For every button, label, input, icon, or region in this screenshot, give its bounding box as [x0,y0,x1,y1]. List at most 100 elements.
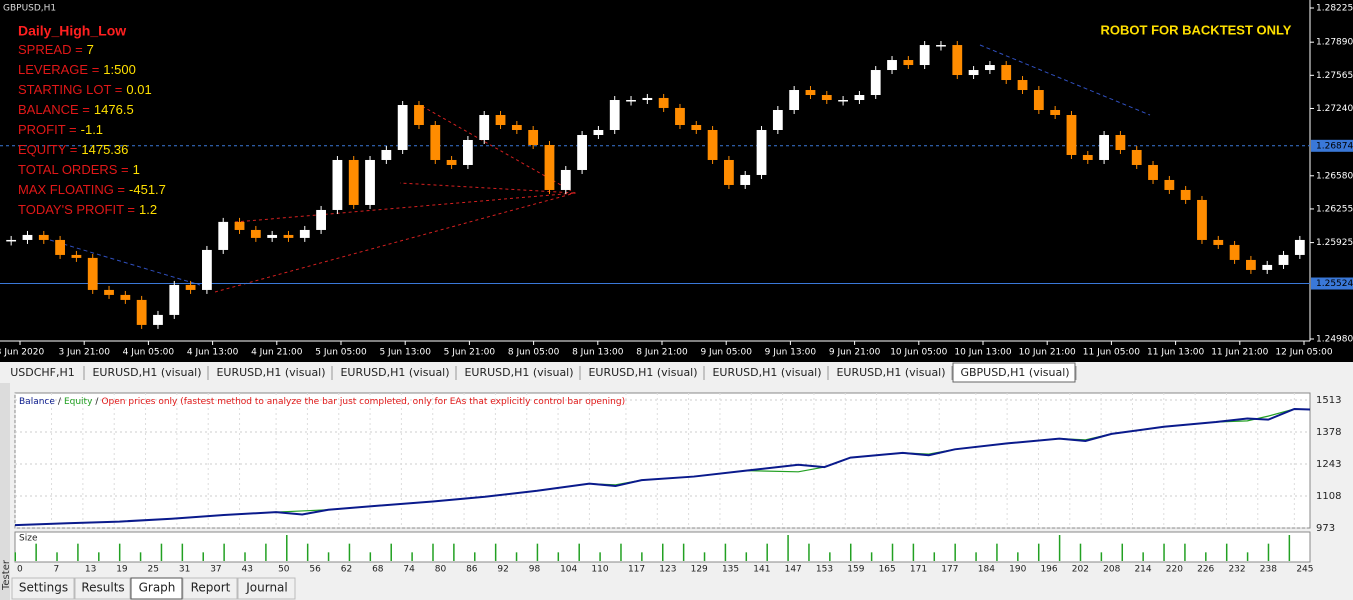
chart-tab-label[interactable]: GBPUSD,H1 (visual) [960,366,1069,379]
candle [267,234,278,238]
x-tick-label: 13 [85,565,96,575]
size-label: Size [19,534,38,544]
overlay-row: EQUITY = 1475.36 [18,142,128,157]
candle [348,159,359,205]
candle [104,289,114,295]
legend-separator: / [58,397,62,407]
chart-tab-label[interactable]: EURUSD,H1 (visual) [464,366,573,379]
candle [120,294,131,300]
candle [234,221,245,230]
chart-tab[interactable] [209,365,331,381]
size-bar [515,552,518,561]
tester-tab-label[interactable]: Settings [19,581,68,595]
chart-tab-label[interactable]: EURUSD,H1 (visual) [712,366,821,379]
size-bar [202,552,204,561]
candle [446,159,457,165]
size-bar [870,552,873,561]
chart-tab-label[interactable]: USDCHF,H1 [10,366,75,379]
chart-tab-label[interactable]: EURUSD,H1 (visual) [340,366,449,379]
size-bar [787,535,789,561]
x-tick-label: 171 [910,565,927,575]
chart-tab[interactable] [0,365,83,381]
price-tick-label: 1.24980 [1316,335,1353,345]
tester-tab[interactable] [74,577,131,600]
size-bar [390,543,392,561]
chart-tab-label[interactable]: EURUSD,H1 (visual) [836,366,945,379]
overlay-value: 0.01 [126,82,151,97]
candle [985,65,995,71]
candle [1180,189,1191,200]
symbol-label: GBPUSD,H1 [3,4,56,14]
candle [1050,110,1061,116]
x-tick-label: 238 [1260,565,1277,575]
size-bar [849,543,852,561]
overlay-value: -1.1 [81,122,103,137]
size-bar [1037,543,1040,561]
overlay-value: 1 [133,162,140,177]
x-tick-label: 184 [978,565,995,575]
chart-tab[interactable] [829,365,951,381]
size-bar [327,552,330,561]
x-tick-label: 74 [403,565,415,575]
notice: ROBOT FOR BACKTEST ONLY [1101,22,1292,37]
chart-background [0,0,1353,362]
time-label: 8 Jun 21:00 [636,348,688,358]
time-label: 8 Jun 05:00 [508,348,560,358]
size-bar [1205,552,1207,561]
chart-tab-label[interactable]: EURUSD,H1 (visual) [216,366,325,379]
chart-tab[interactable] [705,365,827,381]
candle [968,70,979,76]
trade-line [234,182,576,223]
x-tick-label: 177 [941,565,958,575]
tester-tab-label[interactable]: Graph [139,581,176,595]
overlay-label: SPREAD = [18,42,83,57]
chart-tab[interactable] [952,362,1076,383]
time-label: 12 Jun 05:00 [1275,348,1332,358]
size-bar [432,543,434,561]
time-label: 9 Jun 13:00 [765,348,817,358]
x-tick-label: 141 [753,565,770,575]
candle [1262,264,1273,270]
chart-tab[interactable] [581,365,703,381]
candle [740,174,751,185]
candle [511,124,522,130]
tester-tab[interactable] [182,577,238,600]
candle [316,209,326,230]
tester-tab-label[interactable]: Journal [245,581,288,595]
overlay-label: BALANCE = [18,102,90,117]
tester-tab-label[interactable]: Report [191,581,231,595]
price-tick-label: 1.27240 [1316,104,1353,114]
x-tick-label: 232 [1228,565,1245,575]
tester-tab[interactable] [130,577,183,600]
x-tick-label: 245 [1296,565,1313,575]
overlay-row: PROFIT = -1.1 [18,122,103,137]
size-bar [641,552,643,561]
chart-tab[interactable] [333,365,455,381]
candle [1115,134,1126,150]
chart-tab[interactable] [457,365,579,381]
y-tick-label: 1378 [1316,427,1341,438]
chart-tab[interactable] [85,365,207,381]
candle [854,95,865,101]
candle [544,144,555,190]
chart-tab-label[interactable]: EURUSD,H1 (visual) [588,366,697,379]
size-bar [118,543,121,561]
candle [71,254,82,258]
size-bar [306,543,309,561]
tester-tab[interactable] [237,577,296,600]
x-tick-label: 92 [497,565,508,575]
x-tick-label: 129 [691,565,708,575]
candle [903,60,914,66]
size-bar [1100,552,1103,561]
candle [756,129,767,175]
candle [365,159,375,205]
legend-entry: Equity [64,397,93,407]
candle [169,284,180,315]
tester-tab-label[interactable]: Results [81,581,124,595]
tester-tab[interactable] [11,577,75,600]
candle [6,239,17,242]
level-label-box [1311,139,1353,152]
candle [887,60,897,71]
chart-tab-label[interactable]: EURUSD,H1 (visual) [92,366,201,379]
time-label: 10 Jun 13:00 [954,348,1011,358]
